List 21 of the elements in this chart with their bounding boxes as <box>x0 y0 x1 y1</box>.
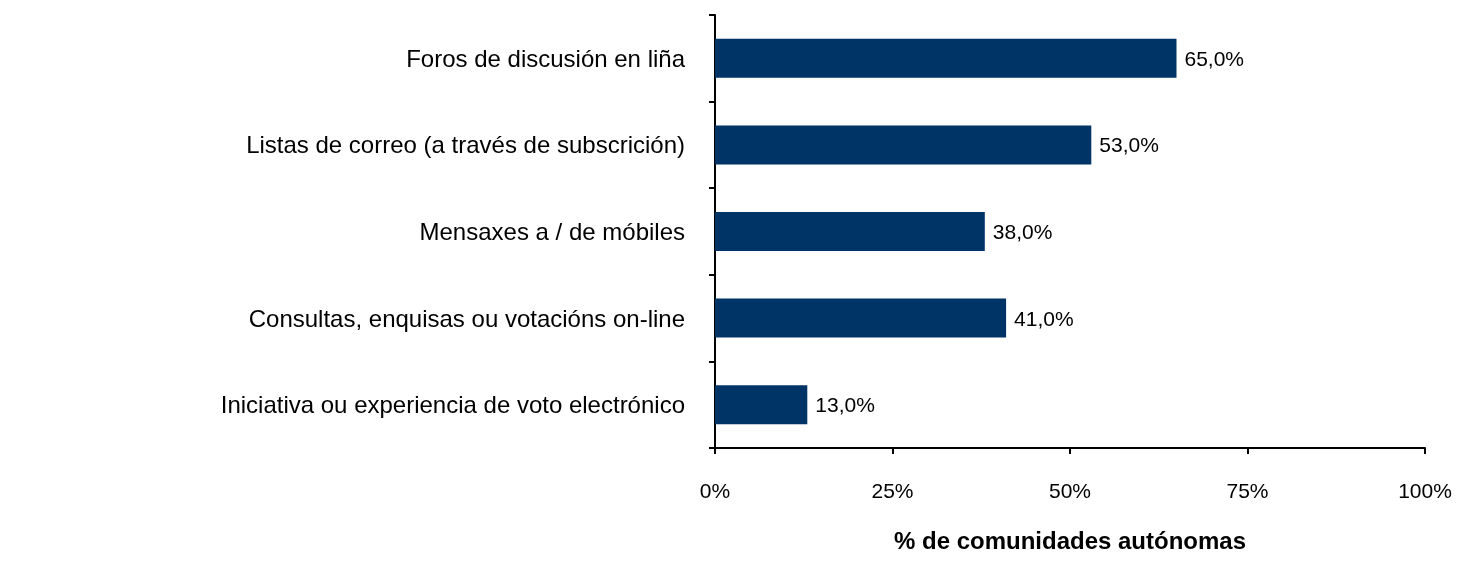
data-label: 38,0% <box>992 220 1053 243</box>
bar <box>715 38 1177 78</box>
x-axis-title: % de comunidades autónomas <box>893 526 1247 554</box>
data-label: 41,0% <box>1014 306 1074 330</box>
x-tick-label: 100% <box>1398 479 1452 502</box>
bar <box>715 298 1007 338</box>
x-tick-label: 50% <box>1048 479 1092 502</box>
data-label: 65,0% <box>1184 46 1245 70</box>
bar <box>715 125 1092 165</box>
x-tick-label: 0% <box>699 479 731 502</box>
bar <box>715 385 808 425</box>
y-tick-label: Iniciativa ou experiencia de voto electrónico <box>220 391 685 419</box>
y-tick-label: Mensaxes a / de móbiles <box>419 218 685 245</box>
x-tick-label: 75% <box>1226 479 1269 502</box>
y-tick-label: Foros de discusión en liña <box>406 44 686 72</box>
bar <box>715 212 985 251</box>
y-tick-label: Listas de correo (a través de subscrición) <box>246 131 685 159</box>
x-tick-label: 25% <box>871 479 914 502</box>
data-label: 13,0% <box>815 393 875 417</box>
data-label: 53,0% <box>1099 133 1159 157</box>
y-tick-label: Consultas, enquisas ou votacións on-line <box>248 304 685 332</box>
